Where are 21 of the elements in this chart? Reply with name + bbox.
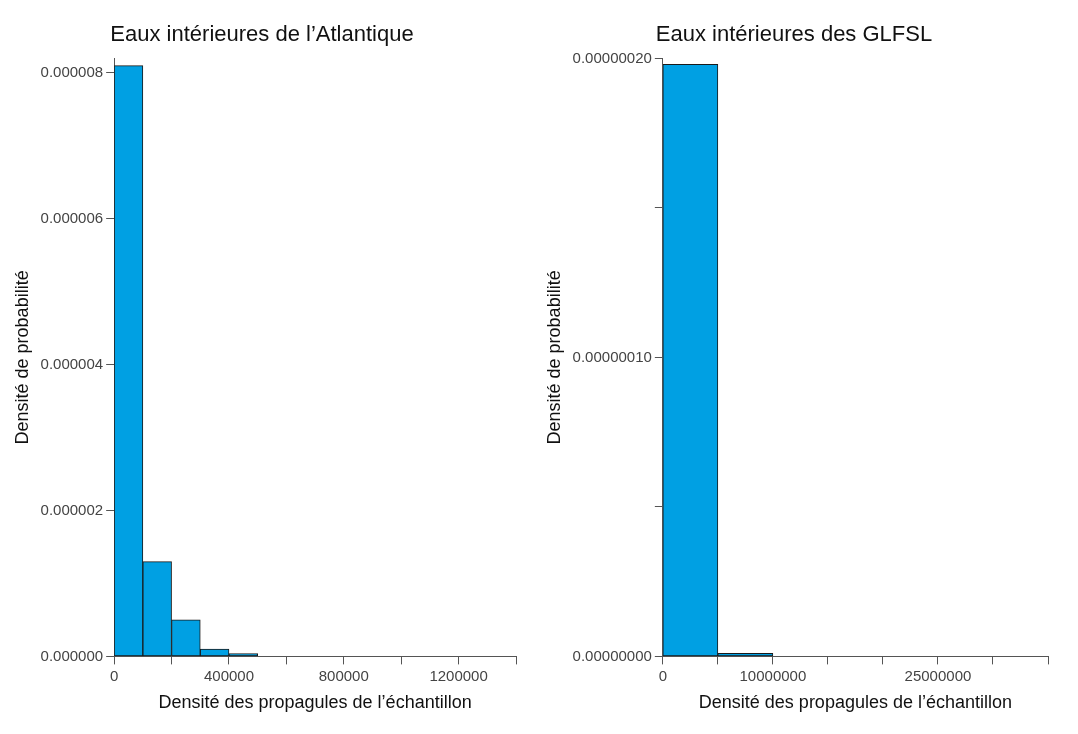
y-axis-title: Densité de probabilité <box>11 270 32 445</box>
x-tick-label: 400000 <box>203 666 255 684</box>
y-tick-label: 0.000008 <box>40 63 104 81</box>
chart-title: Eaux intérieures de l’Atlantique <box>110 21 414 47</box>
y-tick-label: 0.000002 <box>40 500 104 518</box>
chart-title: Eaux intérieures des GLFSL <box>655 21 933 47</box>
x-tick-label: 800000 <box>318 666 369 684</box>
x-tick-label: 0 <box>658 666 668 684</box>
y-tick-label: 0.00000000 <box>572 646 652 664</box>
x-tick-label: 1200000 <box>429 666 488 684</box>
y-tick-label: 0.000000 <box>40 646 104 664</box>
x-axis-title: Densité des propagules de l’échantillon <box>698 692 1013 713</box>
x-axis-title: Densité des propagules de l’échantillon <box>158 692 472 713</box>
x-tick-label: 10000000 <box>739 666 807 684</box>
y-tick-label: 0.000004 <box>40 354 104 372</box>
x-tick-label: 0 <box>109 666 119 684</box>
y-axis-title: Densité de probabilité <box>543 270 564 445</box>
y-tick-label: 0.000006 <box>40 208 104 226</box>
y-tick-label: 0.00000020 <box>572 48 652 66</box>
x-tick-label: 25000000 <box>904 666 972 684</box>
y-tick-label: 0.00000010 <box>572 347 652 365</box>
